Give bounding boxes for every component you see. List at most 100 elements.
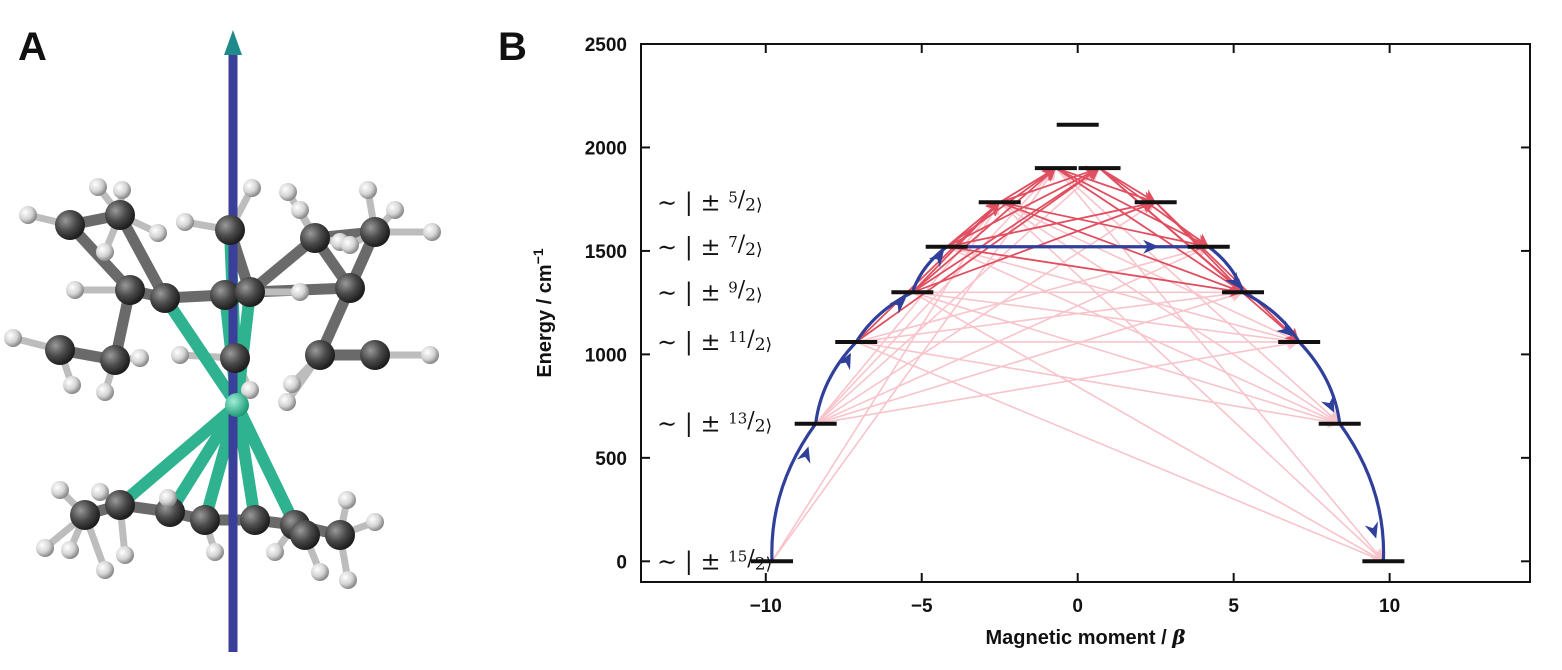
x-axis: −10 −5 0 5 10 [750, 44, 1400, 617]
state-label-prefix: ∼ | ± [657, 188, 728, 217]
weak-transition-arrow [855, 335, 1300, 349]
hydrogen-atom [4, 329, 22, 347]
weak-transition-arrow [771, 168, 1056, 563]
state-label-denominator: 2⟩ [755, 335, 772, 355]
carbon-atom [190, 505, 220, 535]
strong-transition-arrow [855, 202, 1000, 343]
state-label-slash: / [747, 546, 755, 571]
relaxation-path-segment [1241, 290, 1301, 344]
state-label-prefix: ∼ | ± [657, 278, 728, 307]
carbon-atom [305, 340, 335, 370]
hydrogen-atom [19, 206, 37, 224]
metal-bond [159, 292, 243, 411]
y-tick-label: 2500 [585, 35, 627, 56]
state-label-denominator: 2⟩ [745, 240, 762, 260]
state-label: ∼ | ± 11/2⟩ [657, 327, 772, 357]
carbon-atom [290, 520, 320, 550]
state-label: ∼ | ± 15/2⟩ [657, 546, 772, 576]
carbon-atom [360, 217, 390, 247]
hydrogen-atom [341, 236, 359, 254]
relaxation-path-segment [1338, 422, 1386, 563]
molecule-model [4, 30, 441, 652]
hydrogen-atom [386, 201, 404, 219]
y-tick-label: 1000 [585, 345, 627, 366]
hydrogen-atom [241, 381, 259, 399]
hydrogen-atom [116, 546, 134, 564]
state-label-prefix: ∼ | ± [657, 328, 728, 357]
state-label-numerator: 13 [728, 410, 747, 428]
relaxation-path-segment [770, 422, 818, 563]
hydrogen-atom [36, 539, 54, 557]
weak-transition-arrow [855, 341, 1384, 563]
state-label-denominator: 2⟩ [755, 417, 772, 437]
weak-transition-arrow [855, 341, 1340, 429]
relaxation-path-segment [910, 245, 949, 294]
plot-frame [640, 43, 1531, 583]
carbon-atom [100, 345, 130, 375]
panel-b-label: B [498, 25, 527, 69]
strong-transition-arrow [1098, 167, 1300, 342]
relaxation-path [770, 239, 1386, 563]
hydrogen-atom [96, 561, 114, 579]
carbon-atom [300, 223, 330, 253]
state-label-denominator: 2⟩ [745, 195, 762, 215]
hydrogen-atom [366, 513, 384, 531]
molecule-atoms [4, 178, 441, 589]
y-tick-label: 0 [616, 552, 627, 573]
hydrogen-atom [266, 543, 284, 561]
carbon-atom [70, 500, 100, 530]
hydrogen-atom [423, 223, 441, 241]
hydrogen-atom [283, 375, 301, 393]
relaxation-path-segment [1297, 340, 1342, 426]
hydrogen-atom [149, 224, 167, 242]
state-label-numerator: 7 [728, 233, 738, 251]
x-axis-title-text: Magnetic moment / [986, 627, 1173, 649]
panel-a: A [4, 25, 441, 652]
weak-transition-arrow [998, 201, 1340, 424]
hydrogen-atom [176, 213, 194, 231]
y-axis: 0 500 1000 1500 2000 2500 [585, 35, 1530, 573]
x-tick-label: −10 [750, 596, 782, 617]
state-label-prefix: ∼ | ± [657, 410, 728, 439]
hydrogen-atom [89, 178, 107, 196]
carbon-atom [105, 490, 135, 520]
weak-transition-arrow [1055, 167, 1384, 562]
hydrogen-atom [63, 376, 81, 394]
state-label: ∼ | ± 9/2⟩ [657, 277, 763, 307]
hydrogen-atom [359, 181, 377, 199]
x-tick-label: −5 [911, 596, 933, 617]
panel-a-label: A [18, 25, 47, 69]
hydrogen-atom [278, 393, 296, 411]
hydrogen-atom [291, 283, 309, 301]
weak-transitions [771, 167, 1384, 563]
state-label-slash: / [738, 232, 746, 257]
hydrogen-atom [159, 489, 177, 507]
carbon-atom [150, 283, 180, 313]
x-axis-title: Magnetic moment / β [986, 625, 1186, 649]
carbon-atom [235, 277, 265, 307]
carbon-carbon-bond [114, 209, 171, 304]
state-label-slash: / [747, 409, 755, 434]
hydrogen-atom [338, 491, 356, 509]
carbon-atom [45, 335, 75, 365]
state-label-numerator: 5 [728, 188, 738, 206]
state-label-denominator: 2⟩ [745, 285, 762, 305]
hydrogen-atom [66, 281, 84, 299]
y-axis-title: Energy / cm−1 [530, 248, 556, 378]
state-label-numerator: 11 [728, 328, 747, 346]
panel-b: B 0 500 1000 1500 2000 2500 −10 −5 0 5 10 ∼ | ± 5… [498, 25, 1531, 649]
hydrogen-atom [339, 571, 357, 589]
strong-transition-arrow [1054, 167, 1209, 248]
x-axis-title-symbol: β [1171, 625, 1185, 649]
carbon-atom [210, 280, 240, 310]
hydrogen-atom [61, 541, 79, 559]
hydrogen-atom [51, 481, 69, 499]
y-axis-title-text: Energy / cm [534, 264, 556, 377]
relaxation-path-segment [854, 290, 914, 344]
carbon-atom [240, 505, 270, 535]
strong-transition-arrow [911, 168, 1056, 294]
dysprosium-atom [225, 393, 249, 417]
axis-tip [224, 30, 242, 55]
